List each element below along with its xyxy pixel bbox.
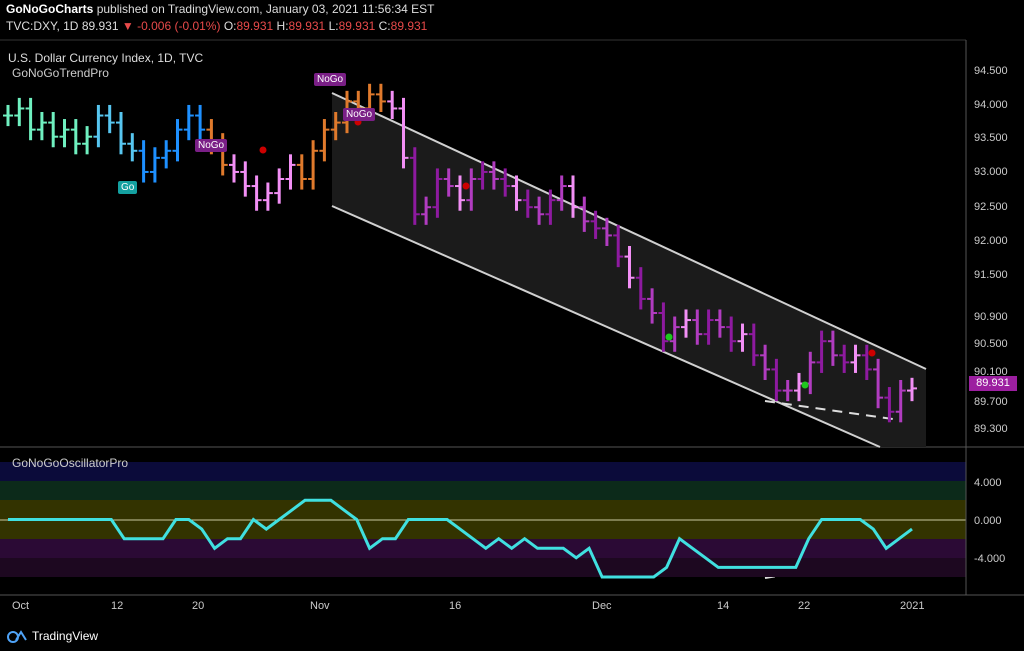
- y-tick-label: 94.000: [974, 99, 1008, 111]
- osc-band-lower: [0, 539, 966, 558]
- x-tick-label: Nov: [310, 600, 330, 612]
- nogo-label: NoGo: [314, 73, 347, 86]
- open-value: 89.931: [236, 19, 274, 33]
- tradingview-logo-icon[interactable]: [6, 627, 28, 648]
- x-tick-label: 16: [449, 600, 461, 612]
- published-text: published on TradingView.com, January 03…: [96, 2, 435, 16]
- y-tick-label: 90.500: [974, 338, 1008, 350]
- y-tick-label: 92.000: [974, 235, 1008, 247]
- x-tick-label: 2021: [900, 600, 924, 612]
- signal-dot: [801, 381, 809, 389]
- quote-line: TVC:DXY, 1D 89.931 ▼ -0.006 (-0.01%) O:8…: [6, 19, 427, 33]
- osc-band-bottom: [0, 558, 966, 577]
- osc-y-tick-label: -4.000: [974, 553, 1005, 565]
- y-tick-label: 89.700: [974, 396, 1008, 408]
- y-tick-label: 90.900: [974, 311, 1008, 323]
- y-tick-label: 93.000: [974, 166, 1008, 178]
- trend-indicator-label[interactable]: GoNoGoTrendPro: [12, 66, 109, 80]
- x-tick-label: 12: [111, 600, 123, 612]
- main-pane-title[interactable]: U.S. Dollar Currency Index, 1D, TVC: [8, 51, 204, 65]
- price-bars: [3, 83, 917, 423]
- symbol-text: TVC:DXY, 1D: [6, 19, 79, 33]
- signal-dot: [665, 333, 673, 341]
- osc-y-tick-label: 0.000: [974, 515, 1002, 527]
- y-tick-label: 93.500: [974, 132, 1008, 144]
- close-value: 89.931: [390, 19, 428, 33]
- footer: TradingView: [0, 621, 1024, 651]
- x-tick-label: 22: [798, 600, 810, 612]
- osc-band-top: [0, 462, 966, 481]
- low-value: 89.931: [338, 19, 376, 33]
- y-tick-label: 89.300: [974, 423, 1008, 435]
- oscillator-label[interactable]: GoNoGoOscillatorPro: [12, 456, 129, 470]
- y-tick-label: 94.500: [974, 65, 1008, 77]
- last-price-tag: 89.931: [969, 376, 1017, 391]
- y-tick-label: 90.100: [974, 366, 1008, 378]
- high-value: 89.931: [288, 19, 326, 33]
- tradingview-brand[interactable]: TradingView: [32, 629, 99, 643]
- osc-band-upper: [0, 481, 966, 500]
- published-header: GoNoGoCharts published on TradingView.co…: [0, 0, 1024, 19]
- x-tick-label: Dec: [592, 600, 612, 612]
- last-price: 89.931: [81, 19, 119, 33]
- oscillator-line[interactable]: [8, 498, 913, 579]
- go-label: Go: [118, 181, 138, 194]
- close-label: C:: [378, 19, 391, 33]
- x-tick-label: 14: [717, 600, 729, 612]
- signal-dot: [462, 182, 470, 190]
- low-label: L:: [328, 19, 339, 33]
- y-tick-label: 91.500: [974, 269, 1008, 281]
- nogo-label: NoGo: [195, 139, 228, 152]
- price-change: -0.006 (-0.01%): [137, 19, 221, 33]
- channel-upper-line[interactable]: [331, 92, 927, 370]
- signal-dot: [259, 146, 267, 154]
- price-divergence-line[interactable]: [764, 400, 901, 421]
- osc-y-tick-label: 4.000: [974, 477, 1002, 489]
- open-label: O:: [223, 19, 237, 33]
- high-label: H:: [276, 19, 289, 33]
- channel-lower-line[interactable]: [331, 205, 881, 448]
- x-tick-label: Oct: [12, 600, 29, 612]
- x-tick-label: 20: [192, 600, 204, 612]
- signal-dot: [868, 349, 876, 357]
- publisher-name[interactable]: GoNoGoCharts: [6, 2, 94, 16]
- y-tick-label: 92.500: [974, 201, 1008, 213]
- nogo-label: NoGo: [343, 108, 376, 121]
- down-arrow-icon: ▼: [121, 19, 134, 33]
